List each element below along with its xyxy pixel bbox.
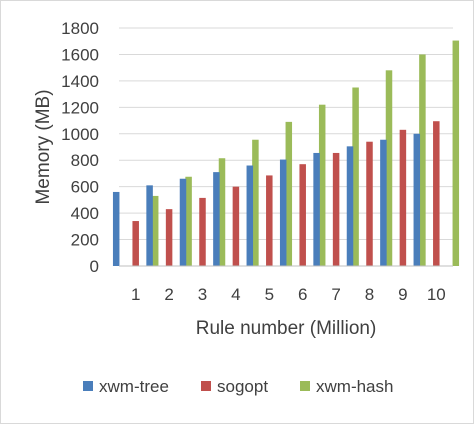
bar-xwm-tree-5 [246, 165, 254, 266]
bar-xwm-tree-4 [213, 172, 220, 266]
bar-xwm-hash-2 [185, 176, 192, 266]
y-tick-labels: 0 200 400 600 800 1000 1200 1400 1600 1800 [61, 19, 99, 276]
y-tick-label: 1800 [61, 19, 99, 38]
legend-swatch [201, 381, 211, 391]
y-tick-label: 1000 [61, 125, 99, 144]
bar-sogopt-7 [332, 152, 340, 266]
bars [112, 40, 460, 266]
x-tick-label: 5 [265, 285, 274, 304]
legend: xwm-tree sogopt xwm-hash [83, 377, 393, 396]
x-tick-label: 9 [398, 285, 407, 304]
legend-label: xwm-tree [99, 377, 169, 396]
bar-sogopt-1 [132, 221, 139, 266]
bar-sogopt-4 [232, 186, 240, 266]
bar-sogopt-3 [199, 197, 206, 266]
legend-swatch [83, 381, 93, 391]
bar-sogopt-2 [165, 209, 173, 266]
legend-item-xwm-hash: xwm-hash [300, 377, 393, 396]
bar-xwm-hash-4 [252, 139, 259, 266]
legend-item-xwm-tree: xwm-tree [83, 377, 169, 396]
bar-xwm-tree-2 [146, 185, 153, 266]
bar-xwm-hash-8 [385, 70, 393, 266]
x-tick-label: 4 [231, 285, 240, 304]
x-axis-title: Rule number (Million) [196, 318, 377, 339]
bar-xwm-hash-9 [419, 54, 426, 266]
bar-xwm-tree-1 [112, 191, 120, 266]
y-tick-label: 400 [71, 204, 99, 223]
bar-xwm-tree-8 [346, 146, 354, 266]
bar-sogopt-5 [266, 175, 273, 266]
bar-sogopt-10 [433, 121, 440, 266]
bar-sogopt-8 [366, 141, 373, 266]
y-tick-label: 600 [71, 178, 99, 197]
bar-xwm-tree-6 [279, 159, 287, 266]
bar-sogopt-9 [399, 129, 407, 266]
y-tick-label: 800 [71, 151, 99, 170]
x-tick-label: 8 [365, 285, 374, 304]
bar-xwm-hash-3 [218, 158, 226, 266]
bar-xwm-tree-9 [380, 139, 387, 266]
bar-xwm-hash-1 [151, 195, 159, 266]
x-tick-label: 7 [331, 285, 340, 304]
bar-sogopt-6 [299, 164, 306, 266]
bar-xwm-tree-7 [313, 152, 320, 266]
y-tick-label: 1600 [61, 45, 99, 64]
y-tick-label: 1400 [61, 72, 99, 91]
bar-xwm-hash-10 [452, 40, 460, 266]
legend-item-sogopt: sogopt [201, 377, 268, 396]
x-tick-labels: 1 2 3 4 5 6 7 8 9 10 [131, 285, 446, 304]
y-tick-label: 200 [71, 231, 99, 250]
bar-xwm-hash-6 [318, 104, 326, 266]
y-axis-title: Memory (MB) [33, 89, 54, 204]
x-tick-label: 3 [198, 285, 207, 304]
y-tick-label: 1200 [61, 98, 99, 117]
x-tick-label: 2 [164, 285, 173, 304]
y-tick-label: 0 [90, 257, 99, 276]
bar-xwm-hash-7 [352, 87, 359, 266]
bar-xwm-tree-3 [179, 178, 187, 266]
legend-label: xwm-hash [316, 377, 393, 396]
legend-label: sogopt [217, 377, 268, 396]
bar-xwm-tree-10 [413, 133, 421, 266]
x-tick-label: 10 [427, 285, 446, 304]
bar-xwm-hash-5 [285, 121, 293, 266]
x-tick-label: 1 [131, 285, 140, 304]
legend-swatch [300, 381, 310, 391]
x-tick-label: 6 [298, 285, 307, 304]
